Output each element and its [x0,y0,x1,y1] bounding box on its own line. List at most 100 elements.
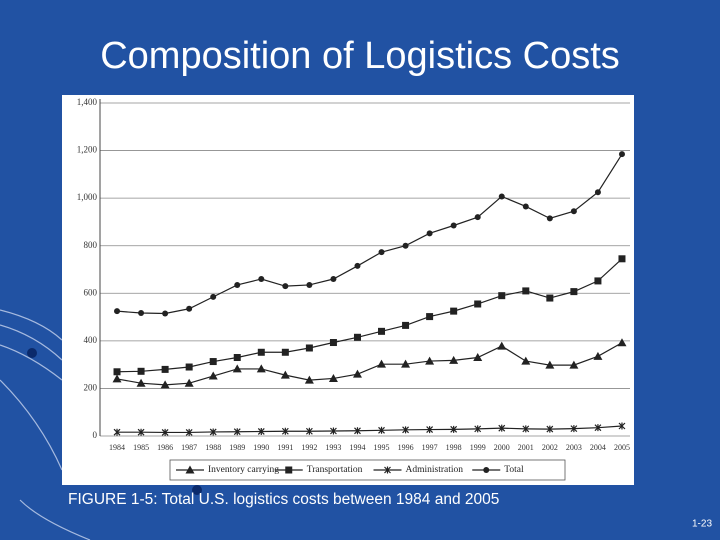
marker [280,370,290,379]
marker [449,355,459,364]
marker [138,310,145,317]
y-tick-label: 600 [84,287,98,297]
marker [450,425,458,433]
legend-label: Inventory carrying [208,465,279,475]
marker [545,360,555,369]
marker [401,359,411,368]
marker [570,288,578,296]
marker [185,363,193,371]
marker [113,368,121,376]
marker [498,424,506,432]
series-line [116,342,623,386]
marker [112,374,122,383]
x-tick-label: 1991 [277,443,293,452]
marker [426,426,434,434]
marker [378,249,385,256]
marker [161,428,169,436]
marker [232,364,242,373]
marker [281,348,289,356]
marker [570,425,578,433]
marker [162,310,169,317]
series-line [117,425,623,434]
x-tick-label: 1988 [205,443,221,452]
marker [305,427,313,435]
x-tick-label: 1986 [157,443,173,452]
caption: FIGURE 1-5: Total U.S. logistics costs b… [68,491,499,508]
marker [328,373,338,382]
marker [185,428,193,436]
marker [450,222,457,229]
marker [473,353,483,362]
marker [546,215,553,222]
marker [304,375,314,384]
marker [426,313,434,321]
marker [305,344,313,352]
x-tick-label: 1998 [446,443,462,452]
marker [546,294,554,302]
marker [233,428,241,436]
x-tick-label: 1985 [133,443,149,452]
marker [377,359,387,368]
marker [570,208,577,215]
marker [306,281,313,288]
x-tick-label: 2003 [566,443,582,452]
marker [522,425,530,433]
decoration-dot [27,348,37,358]
marker [378,426,385,434]
page-number: 1-23 [692,519,712,530]
x-tick-label: 1996 [398,443,414,452]
x-tick-label: 1993 [325,443,341,452]
marker [474,425,482,433]
marker [498,193,505,200]
marker [402,426,409,434]
x-tick-label: 1990 [253,443,269,452]
legend-label: Administration [406,465,464,475]
marker [593,351,603,360]
marker [618,255,626,263]
marker [281,427,289,435]
marker [474,214,481,221]
marker [256,364,266,373]
x-tick-label: 2000 [494,443,510,452]
y-tick-label: 800 [84,240,98,250]
marker [522,287,530,295]
marker [185,465,195,474]
legend-box [169,459,566,481]
marker [425,356,435,365]
x-tick-label: 2001 [518,443,534,452]
marker [282,283,289,290]
marker [402,321,410,329]
marker [210,293,217,300]
marker [474,300,482,308]
marker [209,428,217,436]
marker [569,360,579,369]
marker [498,292,506,300]
x-tick-label: 2002 [542,443,558,452]
x-tick-label: 1994 [349,443,365,452]
marker [160,380,170,389]
marker [618,422,626,430]
marker [161,365,169,373]
marker [497,341,507,350]
x-tick-label: 1987 [181,443,197,452]
chart: 0 200 400 600 800 1,000 1,200 1,400 1984 1985 1986… [77,97,630,481]
x-tick-label: 1995 [374,443,390,452]
series-line [116,153,623,315]
marker [617,338,627,347]
marker [113,428,121,436]
marker [521,356,531,365]
marker [137,428,145,436]
decoration [0,309,91,541]
marker [594,277,602,285]
marker [378,327,386,335]
marker [257,348,265,356]
marker [257,427,265,435]
marker [285,466,293,474]
marker [137,367,145,375]
marker [136,378,146,387]
marker [594,424,602,432]
slide-title: Composition of Logistics Costs [100,35,620,77]
marker [208,371,218,380]
x-tick-label: 1999 [470,443,486,452]
